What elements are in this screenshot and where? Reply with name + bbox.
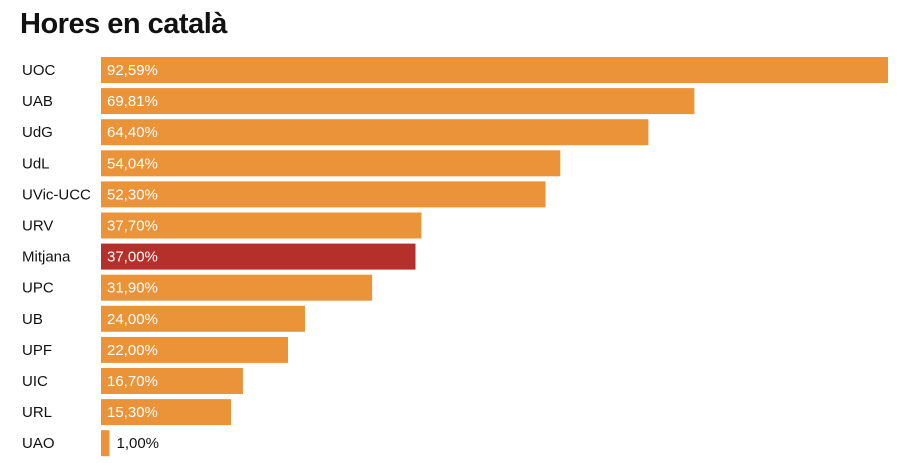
value-label-urv: 37,70% <box>107 218 158 235</box>
bar-row-udg: UdG 64,40% <box>22 119 649 146</box>
category-label-urv: URV <box>22 218 53 235</box>
bar-row-uao: UAO 1,00% <box>22 430 159 457</box>
bar-url <box>101 399 232 426</box>
value-label-uic: 16,70% <box>107 373 158 390</box>
value-label-mitjana: 37,00% <box>107 249 158 266</box>
value-label-url: 15,30% <box>107 404 158 421</box>
bar-row-url: URL 15,30% <box>22 399 232 426</box>
category-label-mitjana: Mitjana <box>22 249 71 266</box>
bar-udl <box>101 150 561 177</box>
bar-row-upc: UPC 31,90% <box>22 274 373 301</box>
bar-uab <box>101 88 695 115</box>
category-label-uic: UIC <box>22 373 48 390</box>
bar-row-uoc: UOC 92,59% <box>22 57 888 83</box>
bar-row-ub: UB 24,00% <box>22 305 305 332</box>
value-label-uvic-ucc: 52,30% <box>107 186 158 203</box>
value-label-udl: 54,04% <box>107 155 158 172</box>
bar-upf <box>101 336 288 363</box>
bar-row-mitjana: Mitjana 37,00% <box>22 243 416 270</box>
category-label-upc: UPC <box>22 280 54 297</box>
category-label-url: URL <box>22 404 52 421</box>
bar-uvic-ucc <box>101 181 546 208</box>
bar-row-uvic-ucc: UVic-UCC 52,30% <box>22 181 546 208</box>
bar-uic <box>101 368 243 394</box>
value-label-uao: 1,00% <box>116 435 159 452</box>
category-label-uvic-ucc: UVic-UCC <box>22 186 91 203</box>
category-label-udg: UdG <box>22 124 53 141</box>
value-label-udg: 64,40% <box>107 124 158 141</box>
value-label-upc: 31,90% <box>107 280 158 297</box>
bar-mitjana <box>101 243 416 270</box>
category-label-uoc: UOC <box>22 62 56 79</box>
bar-row-udl: UdL 54,04% <box>22 150 561 177</box>
bar-row-urv: URV 37,70% <box>22 212 422 239</box>
chart-title: Hores en català <box>20 8 227 40</box>
category-label-upf: UPF <box>22 342 52 359</box>
bar-uao <box>101 430 110 457</box>
value-label-upf: 22,00% <box>107 342 158 359</box>
category-label-uao: UAO <box>22 435 55 452</box>
category-label-ub: UB <box>22 311 43 328</box>
value-label-uab: 69,81% <box>107 93 158 110</box>
bar-upc <box>101 274 373 301</box>
bar-uoc <box>101 57 888 83</box>
bar-row-upf: UPF 22,00% <box>22 336 288 363</box>
bar-udg <box>101 119 649 146</box>
value-label-ub: 24,00% <box>107 311 158 328</box>
bar-row-uic: UIC 16,70% <box>22 368 243 394</box>
value-label-uoc: 92,59% <box>107 62 158 79</box>
category-label-udl: UdL <box>22 155 50 172</box>
bar-ub <box>101 305 305 332</box>
category-label-uab: UAB <box>22 93 53 110</box>
bar-row-uab: UAB 69,81% <box>22 88 695 115</box>
bar-urv <box>101 212 422 239</box>
